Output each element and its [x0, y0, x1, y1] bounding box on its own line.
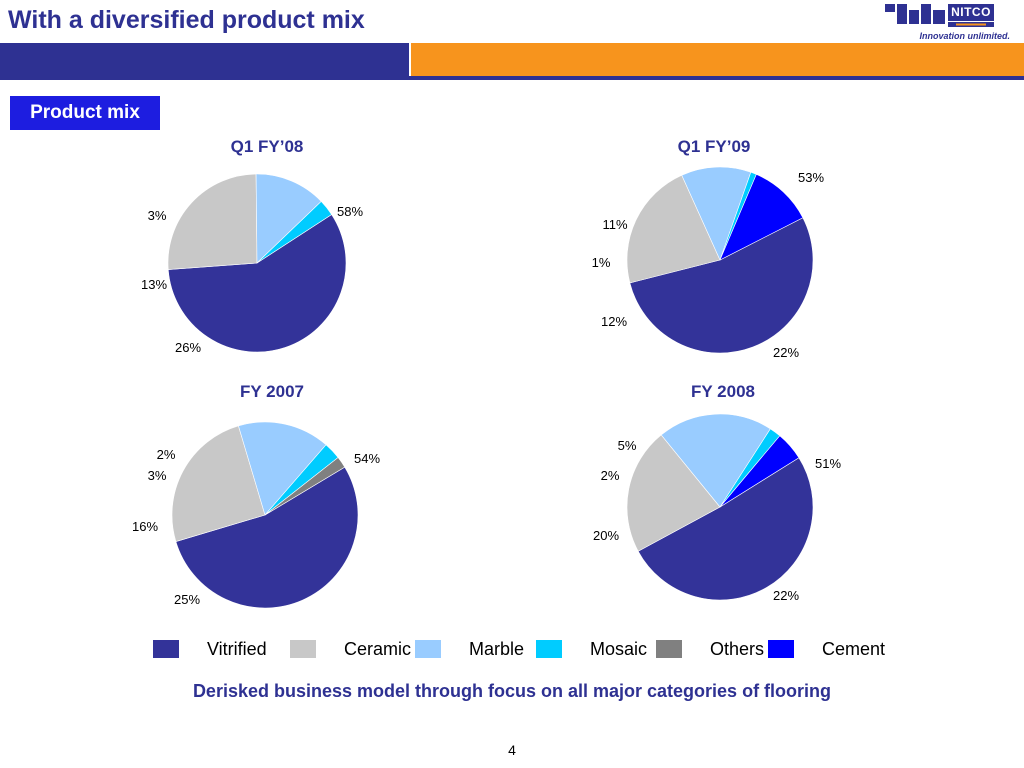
legend-swatch-marble [415, 640, 441, 658]
pie-slice-q1-fy09-vitrified [629, 217, 814, 354]
pie-title-fy2007: FY 2007 [240, 382, 304, 401]
legend-swatch-vitrified [153, 640, 179, 658]
legend-swatch-others [656, 640, 682, 658]
header-band-rule [0, 76, 1024, 80]
pie-title-q1-fy09: Q1 FY’09 [677, 137, 751, 156]
pie-slice-fy2007-ceramic [171, 425, 266, 542]
pie-label-q1-fy09-marble: 12% [601, 314, 627, 329]
header-band-orange [411, 43, 1024, 76]
legend-label-ceramic: Ceramic [344, 638, 412, 659]
logo-subtext-graphic [956, 23, 986, 26]
legend-label-vitrified: Vitrified [207, 638, 267, 659]
pie-title-q1-fy08: Q1 FY’08 [230, 137, 304, 156]
logo-name: NITCO [948, 4, 994, 21]
pie-label-q1-fy08-mosaic: 3% [148, 208, 167, 223]
pie-label-fy2007-marble: 16% [132, 519, 158, 534]
logo-tagline: Innovation unlimited. [919, 31, 1011, 41]
pie-label-q1-fy08-marble: 13% [141, 277, 167, 292]
legend-swatch-mosaic [536, 640, 562, 658]
tagline: Derisked business model through focus on… [192, 681, 832, 701]
page-number: 4 [508, 742, 516, 758]
pie-title-fy2008: FY 2008 [691, 382, 755, 401]
legend-item-marble: Marble [415, 638, 524, 660]
pie-label-q1-fy09-ceramic: 22% [773, 345, 799, 360]
legend-swatch-cement [768, 640, 794, 658]
nitco-logo: NITCO Innovation unlimited. [885, 2, 1010, 44]
pie-slice-fy2008-marble [660, 413, 771, 508]
slide-title: With a diversified product mix [8, 6, 365, 34]
legend-item-others: Others [656, 638, 764, 660]
pie-slice-q1-fy08-vitrified [167, 214, 347, 353]
pie-slice-fy2008-ceramic [626, 434, 721, 552]
pie-label-fy2007-others: 2% [157, 447, 176, 462]
pie-slice-fy2008-cement [719, 435, 800, 508]
logo-mark-icon [885, 4, 945, 24]
pie-slice-q1-fy09-ceramic [626, 174, 721, 284]
pie-slice-fy2007-mosaic [264, 444, 339, 516]
pie-label-fy2008-marble: 20% [593, 528, 619, 543]
pie-label-fy2008-ceramic: 22% [773, 588, 799, 603]
pie-slice-fy2007-vitrified [175, 466, 359, 609]
pie-slice-q1-fy08-mosaic [256, 200, 333, 264]
pie-slice-fy2007-others [264, 457, 346, 516]
legend-label-cement: Cement [822, 638, 886, 659]
section-label: Product mix [10, 96, 160, 130]
legend-item-vitrified: Vitrified [153, 638, 267, 660]
pie-label-q1-fy09-vitrified: 53% [798, 170, 824, 185]
pie-slice-q1-fy09-mosaic [719, 171, 757, 261]
legend-item-cement: Cement [768, 638, 885, 660]
pie-label-q1-fy08-ceramic: 26% [175, 340, 201, 355]
legend-item-mosaic: Mosaic [536, 638, 647, 660]
legend-swatch-ceramic [290, 640, 316, 658]
pie-label-fy2008-mosaic: 2% [601, 468, 620, 483]
pie-slice-q1-fy08-ceramic [167, 173, 258, 270]
pie-label-fy2007-ceramic: 25% [174, 592, 200, 607]
legend-label-mosaic: Mosaic [590, 638, 648, 659]
legend-item-ceramic: Ceramic [290, 638, 411, 660]
pie-label-q1-fy08-vitrified: 58% [337, 204, 363, 219]
pie-label-q1-fy09-mosaic: 1% [592, 255, 611, 270]
pie-label-fy2007-vitrified: 54% [354, 451, 380, 466]
pie-slice-q1-fy09-marble [681, 166, 752, 261]
header-band [0, 43, 1024, 83]
pie-label-fy2008-cement: 5% [618, 438, 637, 453]
chart-legend: Vitrified Ceramic Marble Mosaic Others Cement [150, 638, 890, 660]
pie-slice-q1-fy09-cement [719, 173, 804, 261]
pie-slice-fy2008-mosaic [719, 428, 781, 508]
legend-label-others: Others [710, 638, 765, 659]
pie-slice-fy2008-vitrified [637, 457, 814, 601]
pie-label-fy2007-mosaic: 3% [148, 468, 167, 483]
pie-slice-q1-fy08-marble [255, 173, 322, 264]
pie-slice-fy2007-marble [238, 421, 327, 516]
pie-label-fy2008-vitrified: 51% [815, 456, 841, 471]
logo-subtext [948, 22, 994, 27]
legend-label-marble: Marble [469, 638, 525, 659]
pie-label-q1-fy09-cement: 11% [602, 217, 627, 232]
header-band-blue [0, 43, 409, 80]
